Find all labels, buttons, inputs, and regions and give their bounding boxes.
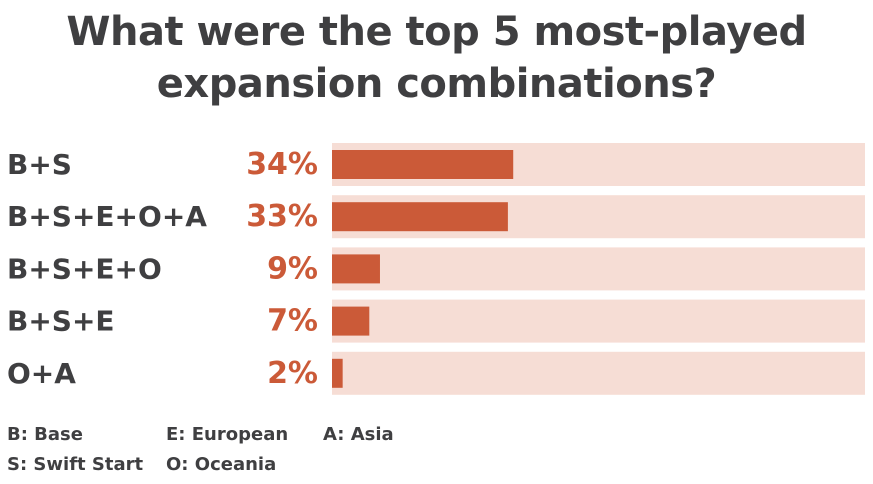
bar-track <box>332 351 865 395</box>
legend-item-swift-start: S: Swift Start <box>7 454 144 475</box>
bar <box>332 254 380 284</box>
legend-item-oceania: O: Oceania <box>166 454 277 475</box>
legend-item-asia: A: Asia <box>323 424 394 445</box>
chart-title: What were the top 5 most-played expansio… <box>0 6 873 110</box>
bar <box>332 306 370 336</box>
legend-item-european: E: European <box>166 424 289 445</box>
bar <box>332 358 343 388</box>
bar <box>332 150 514 179</box>
bar-track <box>332 299 865 343</box>
value-label: 2% <box>267 356 318 391</box>
category-label: B+S+E <box>7 305 115 338</box>
category-label: O+A <box>7 357 76 390</box>
value-label: 34% <box>246 147 318 182</box>
value-label: 33% <box>246 199 318 234</box>
value-label: 9% <box>267 251 318 286</box>
bar <box>332 202 508 232</box>
legend-item-base: B: Base <box>7 424 83 445</box>
bar-track <box>332 247 865 291</box>
category-label: B+S+E+O+A <box>7 200 207 233</box>
chart-title-line-1: What were the top 5 most-played <box>66 9 807 55</box>
value-label: 7% <box>267 304 318 339</box>
category-label: B+S <box>7 148 72 181</box>
category-label: B+S+E+O <box>7 252 162 285</box>
chart-title-line-2: expansion combinations? <box>156 61 717 107</box>
